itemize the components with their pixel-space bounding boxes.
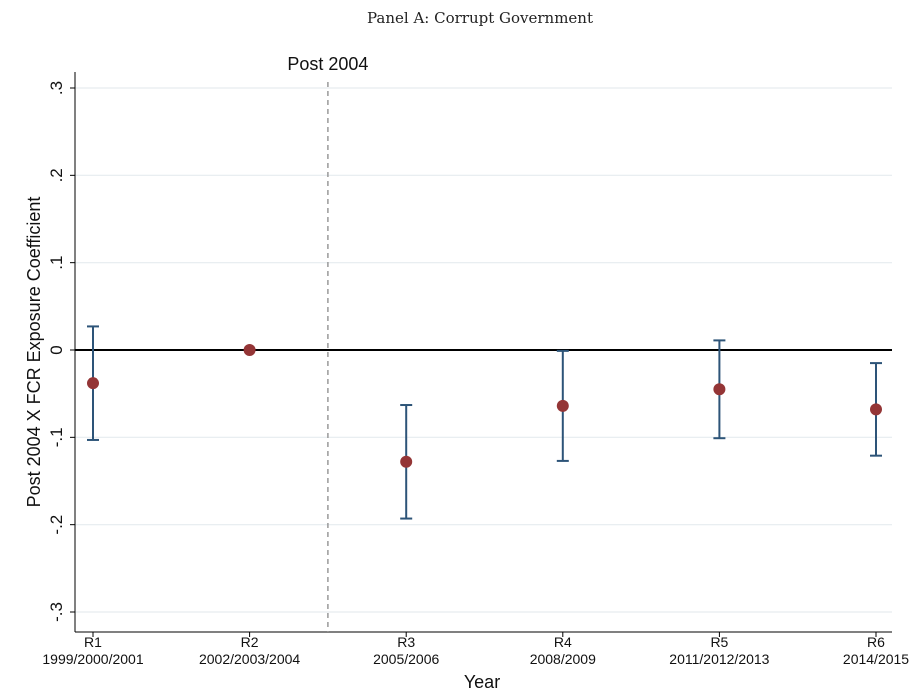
x-category-round: R1: [84, 634, 102, 650]
y-tick-label: -.2: [47, 515, 66, 535]
post-2004-label: Post 2004: [287, 54, 368, 74]
estimates: [87, 325, 882, 520]
y-tick-label: -.1: [47, 427, 66, 447]
point-estimate: [556, 399, 569, 412]
point-estimate: [87, 377, 99, 390]
y-tick-label: -.3: [47, 602, 66, 622]
y-tick-label: .1: [47, 256, 66, 270]
x-category-years: 2002/2003/2004: [199, 651, 300, 667]
y-tick-label: .3: [47, 81, 66, 95]
x-category-round: R3: [397, 634, 415, 650]
x-category-years: 2011/2012/2013: [669, 651, 769, 667]
y-ticks: -.3 -.2 -.1 0 .1 .2 .3: [47, 81, 75, 622]
x-category-round: R6: [867, 634, 885, 650]
chart-title: Panel A: Corrupt Government: [367, 9, 593, 27]
y-tick-label: .2: [47, 168, 66, 182]
x-category-round: R4: [554, 634, 572, 650]
x-category-round: R2: [241, 634, 259, 650]
x-category-round: R5: [710, 634, 728, 650]
x-category-years: 2014/2015: [843, 651, 909, 667]
x-category-years: 1999/2000/2001: [42, 651, 143, 667]
x-axis-title: Year: [464, 672, 500, 692]
point-estimate: [400, 455, 413, 468]
point-estimate: [713, 383, 726, 396]
x-category-years: 2008/2009: [530, 651, 596, 667]
x-category-years: 2005/2006: [373, 651, 439, 667]
y-axis-title: Post 2004 X FCR Exposure Coefficient: [24, 197, 44, 508]
point-estimate: [870, 403, 882, 416]
y-tick-label: 0: [47, 345, 66, 354]
point-estimate: [243, 344, 256, 356]
